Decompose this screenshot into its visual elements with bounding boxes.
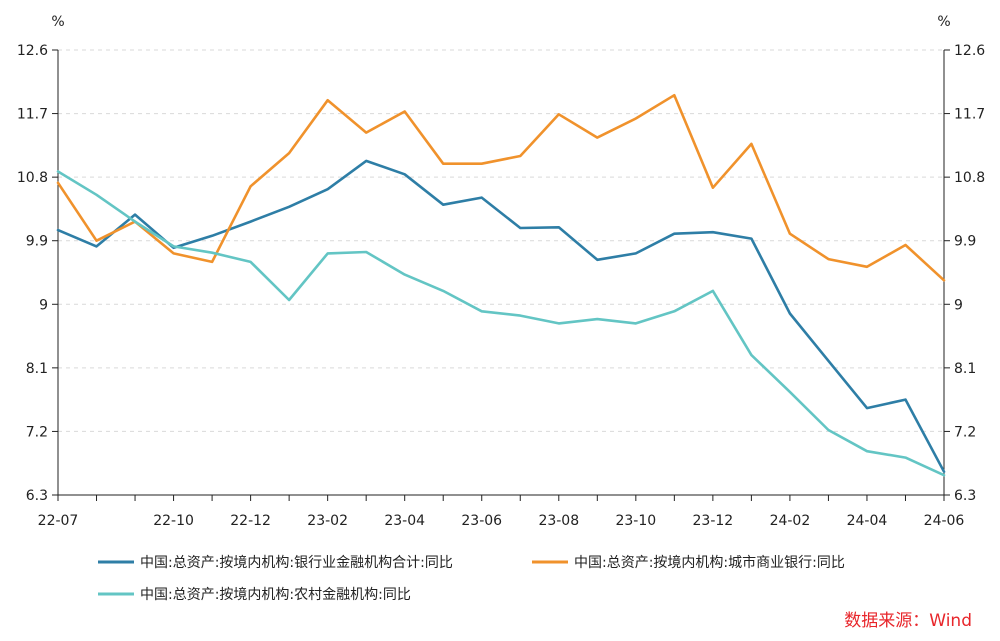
y-tick-label-left-0: 12.6 [17,43,48,59]
y-tick-label-left-1: 11.7 [17,107,48,123]
y-tick-label-left-7: 6.3 [26,488,48,504]
source-label: 数据来源：Wind [844,611,972,631]
series-lines [56,93,946,477]
x-tick-label-23: 24-06 [924,513,965,529]
x-tick-label-0: 22-07 [38,513,79,529]
x-tick-label-7: 23-02 [307,513,348,529]
y-tick-label-right-5: 8.1 [954,361,976,377]
series-line-1 [56,93,946,282]
y-tick-label-right-3: 9.9 [954,234,976,250]
y-unit-right: % [937,14,950,30]
legend-label-series-0: 中国:总资产:按境内机构:银行业金融机构合计:同比 [140,555,453,571]
x-tick-label-19: 24-02 [770,513,811,529]
series-line-2 [56,170,946,477]
x-tick-label-5: 22-12 [230,513,271,529]
x-tick-label-17: 23-12 [693,513,734,529]
y-unit-left: % [51,14,64,30]
x-tick-label-3: 22-10 [153,513,194,529]
y-tick-label-right-4: 9 [954,297,963,313]
y-tick-label-right-1: 11.7 [954,107,985,123]
series-line-0 [56,159,946,474]
grid-lines [58,49,944,432]
y-tick-label-left-3: 9.9 [26,234,48,250]
x-tick-label-9: 23-04 [384,513,425,529]
y-tick-label-left-5: 8.1 [26,361,48,377]
y-tick-label-right-7: 6.3 [954,488,976,504]
axes: % % 12.6 12.6 11.7 11.7 10.8 10.8 9.9 9.9 9 9 8.1 8… [17,14,985,529]
y-tick-label-right-2: 10.8 [954,170,985,186]
legend-label-series-1: 中国:总资产:按境内机构:城市商业银行:同比 [574,554,845,571]
x-tick-label-11: 23-06 [461,513,502,529]
x-tick-label-13: 23-08 [538,513,579,529]
y-tick-label-left-4: 9 [39,297,48,313]
x-tick-label-21: 24-04 [847,513,888,529]
y-tick-label-left-2: 10.8 [17,170,48,186]
y-tick-label-right-0: 12.6 [954,43,985,59]
legend-label-series-2: 中国:总资产:按境内机构:农村金融机构:同比 [140,587,411,603]
y-tick-label-left-6: 7.2 [26,424,48,440]
legend: 中国:总资产:按境内机构:银行业金融机构合计:同比 中国:总资产:按境内机构:城… [98,554,845,603]
x-tick-label-15: 23-10 [615,513,656,529]
y-tick-label-right-6: 7.2 [954,424,976,440]
